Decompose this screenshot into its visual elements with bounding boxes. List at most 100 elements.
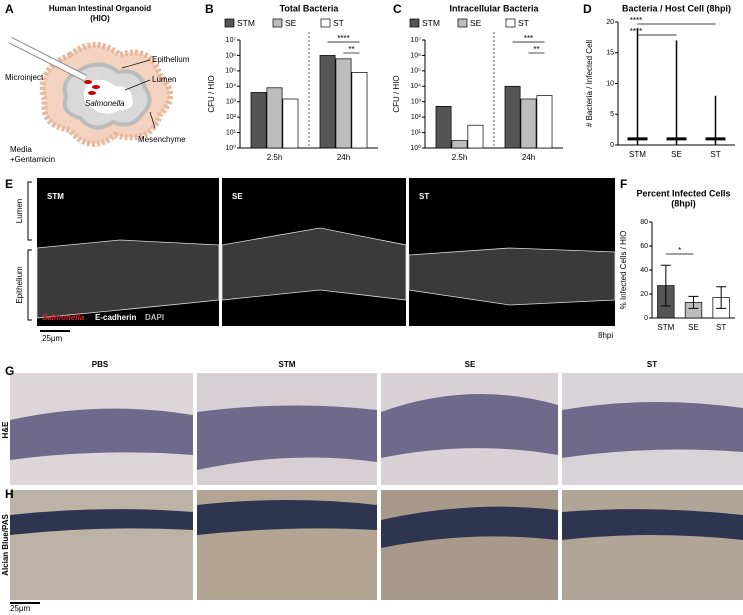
bar [435,106,452,149]
legend-swatch [224,18,235,28]
column-label: ST [647,360,657,369]
bar [536,95,553,149]
legend-swatch [505,18,516,28]
column-label: PBS [92,360,109,369]
scale-label: 25μm [42,334,63,343]
chart-title: Total Bacteria [280,3,340,13]
significance-label: ** [533,45,539,54]
y-tick-label: 10¹ [226,129,237,136]
epithelium-cells [36,227,616,319]
chart-title: Percent Infected Cells [636,188,730,198]
panel-letter: E [5,177,13,191]
arrow [121,59,151,69]
legend-label: STM [237,18,255,28]
significance-label: **** [630,27,642,36]
significance-label: **** [630,16,642,25]
y-tick-label: 10³ [226,99,237,106]
y-tick-label: 5 [610,111,614,118]
image-label: ST [419,192,429,201]
y-tick-label: 10⁵ [225,68,236,75]
side-label: Epithelium [15,266,24,304]
y-axis-label: CFU / HIO [392,75,401,112]
y-tick-label: 10² [411,114,422,121]
legend-swatch [409,18,420,28]
row-label: Alcian Blue/PAS [1,514,10,576]
y-tick-label: 10³ [411,99,422,106]
bar [282,98,299,149]
y-axis-label: % Infected Cells / HIO [619,231,628,310]
diagram-label: Microinject [5,73,44,82]
y-tick-label: 20 [606,19,614,26]
legend-salmonella: Salmonella [42,313,85,322]
y-tick-label: 0 [644,315,648,322]
legend-label: SE [470,18,482,28]
diagram-label: Salmonella [85,99,125,108]
y-tick-label: 10⁴ [410,83,421,90]
y-tick-label: 10 [606,80,614,87]
panel-letter: F [620,177,627,191]
y-tick-label: 80 [640,219,648,226]
he-images [10,373,743,485]
x-tick-label: STM [629,150,646,159]
legend-dapi: DAPI [145,313,164,322]
y-tick-label: 10⁰ [410,144,421,152]
bracket [27,181,32,321]
x-tick-label: SE [671,150,682,159]
significance-label: * [678,246,681,255]
diagram-label: +Gentamicin [10,155,55,164]
diagram-title: (HIO) [90,14,110,23]
diagram-label: Mesenchyme [138,135,186,144]
x-tick-label: STM [657,323,674,332]
bar [504,85,521,149]
legend-ecadherin: E-cadherin [95,313,136,322]
x-tick-label: 2.5h [452,153,468,162]
x-tick-label: SE [688,323,699,332]
bacterium [92,85,100,89]
panel-letter: D [583,2,592,16]
error-bar [688,295,699,309]
bar [351,72,368,149]
y-tick-label: 10⁶ [410,52,421,59]
y-tick-label: 10¹ [411,129,422,136]
significance-label: ** [348,45,354,54]
y-tick-label: 20 [640,291,648,298]
y-tick-label: 10⁷ [411,37,422,44]
x-tick-label: 2.5h [267,153,283,162]
panel-letter: C [393,2,402,16]
panel-letter: A [5,2,14,16]
significance-label: *** [524,34,533,43]
y-axis-label: # Bacteria / Infected Cell [585,40,594,127]
panel-letter: G [5,364,14,378]
row-label: H&E [1,421,10,439]
y-tick-label: 15 [606,50,614,57]
y-tick-label: 10⁵ [410,68,421,75]
y-tick-label: 10² [226,114,237,121]
chart-title: Bacteria / Host Cell (8hpi) [622,3,731,13]
bar [319,55,336,149]
y-tick-label: 10⁰ [225,144,236,152]
legend-label: SE [285,18,297,28]
panel-letter: B [205,2,214,16]
x-tick-label: 24h [337,153,350,162]
bar [335,58,352,149]
bar [467,124,484,149]
x-tick-label: 24h [522,153,535,162]
y-tick-label: 60 [640,243,648,250]
column-label: SE [465,360,476,369]
legend-label: STM [422,18,440,28]
arrow [124,79,151,91]
image-label: SE [232,192,243,201]
bar [520,98,537,149]
chart-title: (8hpi) [671,198,696,208]
diagram-label: Epithelium [152,55,190,64]
legend-label: ST [333,18,344,28]
x-tick-label: ST [716,323,726,332]
image-label: STM [47,192,64,201]
scale-label: 25μm [10,604,31,613]
y-tick-label: 0 [610,142,614,149]
needle-inner [8,37,87,81]
x-tick-label: ST [710,150,720,159]
legend-swatch [320,18,331,28]
legend-swatch [272,18,283,28]
